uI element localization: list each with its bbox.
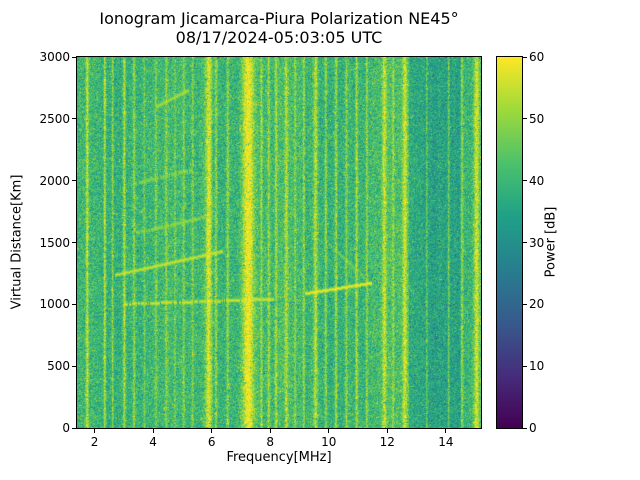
y-tick-label: 500	[47, 359, 70, 374]
colorbar-tick-label: 40	[529, 173, 545, 188]
y-tick-label: 2500	[39, 111, 70, 126]
colorbar-tick-label: 0	[529, 421, 537, 435]
chart-title: Ionogram Jicamarca-Piura Polarization NE…	[99, 9, 459, 28]
y-tick-label: 1500	[39, 235, 70, 250]
x-tick-label: 4	[149, 435, 157, 449]
y-tick-mark	[72, 427, 76, 429]
x-tick-mark	[94, 429, 96, 433]
y-axis-label: Virtual Distance[Km]	[9, 174, 25, 310]
x-tick-mark	[386, 429, 388, 433]
colorbar-tick-mark	[523, 56, 527, 58]
y-tick-mark	[72, 242, 76, 243]
x-tick-mark	[152, 429, 154, 433]
colorbar-tick-label: 10	[529, 359, 545, 374]
colorbar-tick-mark	[523, 365, 527, 367]
x-tick-mark	[211, 429, 213, 433]
y-tick-label: 3000	[39, 50, 70, 64]
colorbar-tick-mark	[523, 427, 527, 429]
colorbar-tick-label: 50	[529, 111, 545, 126]
y-tick-label: 2000	[39, 173, 70, 188]
y-tick-mark	[72, 180, 76, 182]
y-tick-mark	[72, 303, 76, 305]
colorbar-tick-label: 20	[529, 297, 545, 312]
x-tick-mark	[445, 429, 447, 433]
x-axis-label: Frequency[MHz]	[226, 450, 332, 465]
x-tick-label: 10	[321, 435, 337, 449]
x-tick-label: 2	[90, 435, 99, 449]
x-tick-label: 14	[438, 435, 454, 449]
colorbar-tick-mark	[523, 303, 527, 305]
y-tick-mark	[72, 118, 76, 120]
colorbar-tick-label: 30	[529, 235, 545, 250]
y-tick-label: 0	[62, 421, 70, 435]
colorbar	[496, 56, 523, 429]
chart-subtitle: 08/17/2024-05:03:05 UTC	[175, 28, 383, 47]
x-tick-mark	[328, 429, 330, 433]
x-tick-mark	[269, 429, 271, 433]
y-tick-label: 1000	[39, 297, 70, 312]
x-tick-label: 12	[379, 435, 395, 449]
y-tick-mark	[72, 365, 76, 367]
colorbar-tick-mark	[523, 242, 527, 243]
x-tick-label: 6	[207, 435, 216, 449]
colorbar-tick-mark	[523, 118, 527, 120]
colorbar-tick-label: 60	[529, 50, 545, 64]
y-tick-mark	[72, 56, 76, 58]
x-tick-label: 8	[266, 435, 275, 449]
ionogram-heatmap	[76, 56, 482, 429]
colorbar-tick-mark	[523, 180, 527, 182]
